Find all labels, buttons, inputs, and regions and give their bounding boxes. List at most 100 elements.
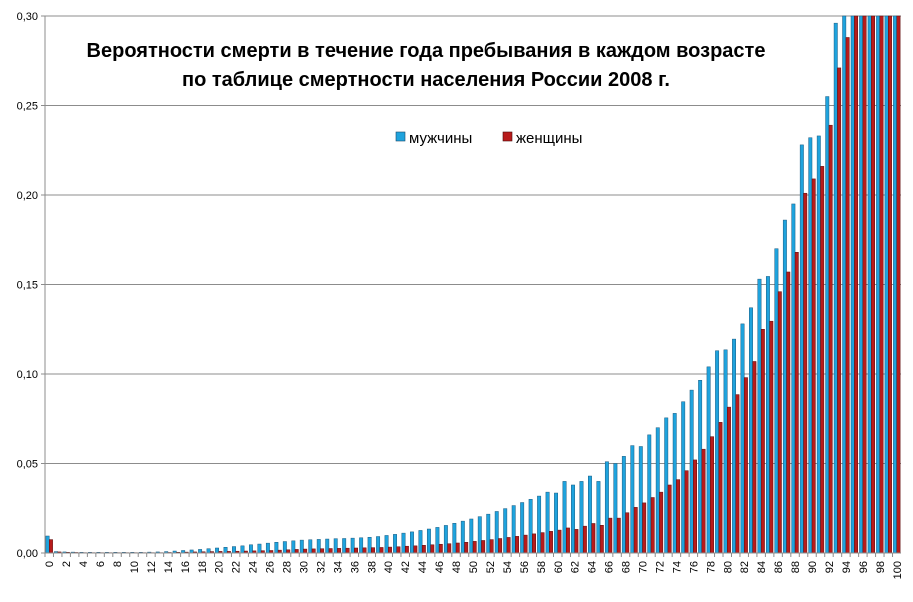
bar-male-25 [257, 543, 262, 554]
bar-female-75 [684, 470, 689, 554]
bar-male-18 [198, 549, 203, 554]
y-tick-label: 0,15 [17, 280, 38, 292]
bar-female-67 [616, 517, 621, 554]
bar-female-43 [413, 545, 418, 554]
bar-female-98 [879, 15, 884, 554]
legend-swatch-male [395, 131, 406, 142]
bar-female-72 [659, 491, 664, 554]
bar-male-87 [782, 219, 787, 554]
bar-male-90 [808, 137, 813, 554]
bar-male-86 [774, 248, 779, 554]
bar-female-46 [438, 543, 443, 554]
bar-male-45 [426, 528, 431, 554]
bar-male-33 [325, 538, 330, 554]
bar-female-55 [515, 536, 520, 554]
x-tick-label: 74 [671, 561, 683, 573]
x-tick-label: 6 [95, 561, 107, 567]
bar-male-28 [282, 541, 287, 554]
bar-female-73 [667, 484, 672, 554]
bar-male-43 [410, 531, 414, 554]
bar-female-70 [642, 502, 647, 554]
bar-male-48 [452, 523, 457, 554]
x-tick-label: 4 [78, 561, 90, 567]
bar-male-66 [604, 461, 609, 554]
y-tick-label: 0,00 [17, 548, 38, 560]
x-tick-label: 82 [739, 561, 751, 573]
x-tick-label: 68 [621, 561, 633, 573]
x-tick-label: 70 [638, 561, 650, 573]
x-tick-label: 86 [773, 561, 785, 573]
y-tick-label: 0,05 [17, 459, 38, 471]
x-tick-label: 60 [553, 561, 565, 573]
x-tick-label: 32 [315, 561, 327, 573]
bar-female-87 [786, 271, 791, 554]
x-tick-label: 48 [451, 561, 463, 573]
bar-female-47 [447, 543, 452, 554]
bar-male-85 [765, 276, 770, 554]
x-tick-label: 54 [502, 561, 514, 573]
bar-female-96 [862, 15, 867, 554]
bar-female-77 [701, 448, 706, 554]
bar-female-69 [633, 507, 638, 554]
bar-male-92 [825, 96, 830, 554]
bar-male-42 [401, 532, 406, 554]
bar-male-58 [537, 495, 542, 554]
y-tick-label: 0,20 [17, 190, 38, 202]
bar-male-79 [715, 350, 720, 554]
bar-female-65 [599, 525, 604, 554]
bar-male-84 [757, 278, 762, 554]
bar-male-99 [884, 15, 889, 554]
legend-swatch-female [502, 131, 513, 142]
bar-female-93 [837, 67, 842, 554]
legend-label-female: женщины [516, 130, 582, 147]
x-tick-label: 64 [587, 561, 599, 573]
bar-male-76 [689, 389, 694, 554]
x-tick-label: 36 [349, 561, 361, 573]
x-tick-label: 2 [61, 561, 73, 567]
x-tick-label: 80 [722, 561, 734, 573]
bar-female-92 [828, 124, 833, 554]
bar-female-0 [48, 539, 53, 554]
bar-female-100 [896, 15, 901, 554]
x-tick-label: 72 [654, 561, 666, 573]
x-tick-label: 90 [807, 561, 819, 573]
x-tick-label: 46 [434, 561, 446, 573]
bar-female-78 [710, 436, 714, 554]
x-tick-label: 88 [790, 561, 802, 573]
bars-group [45, 15, 901, 554]
bar-female-52 [489, 539, 494, 554]
bar-female-91 [820, 166, 825, 554]
bar-female-53 [498, 538, 503, 554]
bar-female-37 [362, 547, 367, 554]
bar-male-59 [545, 491, 550, 554]
x-tick-label: 94 [841, 561, 853, 573]
x-tick-label: 20 [214, 561, 226, 573]
bar-female-34 [337, 548, 342, 554]
bar-female-31 [311, 548, 316, 554]
bar-male-94 [842, 15, 847, 554]
bar-male-30 [299, 539, 304, 554]
bar-female-59 [549, 531, 553, 554]
bar-male-80 [723, 349, 728, 554]
x-tick-label: 30 [298, 561, 310, 573]
bar-female-45 [430, 544, 435, 554]
bar-female-38 [371, 547, 375, 554]
bar-male-96 [859, 15, 864, 554]
bar-male-24 [249, 544, 253, 554]
bar-female-57 [532, 533, 536, 554]
x-tick-label: 34 [332, 561, 344, 573]
bar-male-82 [740, 323, 745, 554]
bar-male-81 [732, 338, 736, 554]
bar-female-44 [421, 545, 426, 554]
bar-male-32 [316, 539, 321, 554]
x-tick-label: 84 [756, 561, 768, 573]
x-tick-label: 100 [892, 561, 904, 579]
chart-title-line-2: по таблице смертности населения России 2… [182, 69, 670, 91]
bar-female-49 [464, 542, 469, 554]
bar-male-19 [206, 548, 211, 554]
bar-male-70 [638, 446, 643, 554]
bar-male-62 [571, 484, 575, 554]
x-tick-label: 50 [468, 561, 480, 573]
bar-female-85 [769, 320, 774, 554]
